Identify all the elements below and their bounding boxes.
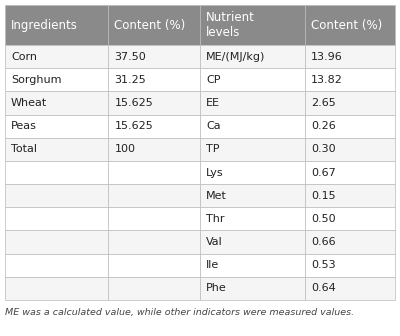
Bar bbox=[305, 207, 395, 230]
Text: 0.50: 0.50 bbox=[311, 214, 336, 224]
Bar bbox=[108, 277, 200, 300]
Bar bbox=[108, 184, 200, 207]
Bar bbox=[5, 45, 108, 68]
Bar bbox=[200, 115, 305, 138]
Text: 0.53: 0.53 bbox=[311, 260, 336, 270]
Text: Sorghum: Sorghum bbox=[11, 75, 62, 85]
Text: Ile: Ile bbox=[206, 260, 219, 270]
Text: 0.67: 0.67 bbox=[311, 168, 336, 177]
Bar bbox=[5, 254, 108, 277]
Bar bbox=[5, 207, 108, 230]
Bar bbox=[305, 115, 395, 138]
Bar bbox=[5, 115, 108, 138]
Text: Ca: Ca bbox=[206, 121, 221, 131]
Bar bbox=[108, 254, 200, 277]
Text: Content (%): Content (%) bbox=[114, 18, 186, 32]
Bar bbox=[5, 5, 108, 45]
Bar bbox=[305, 161, 395, 184]
Text: Met: Met bbox=[206, 191, 227, 201]
Text: Ingredients: Ingredients bbox=[11, 18, 78, 32]
Text: Nutrient
levels: Nutrient levels bbox=[206, 11, 255, 39]
Text: 13.82: 13.82 bbox=[311, 75, 343, 85]
Text: ME/(MJ/kg): ME/(MJ/kg) bbox=[206, 52, 265, 61]
Bar bbox=[200, 254, 305, 277]
Text: Content (%): Content (%) bbox=[311, 18, 382, 32]
Text: Phe: Phe bbox=[206, 283, 227, 293]
Text: 13.96: 13.96 bbox=[311, 52, 343, 61]
Text: Peas: Peas bbox=[11, 121, 37, 131]
Bar bbox=[5, 138, 108, 161]
Bar bbox=[305, 45, 395, 68]
Bar bbox=[200, 68, 305, 91]
Bar bbox=[108, 230, 200, 254]
Text: 100: 100 bbox=[114, 144, 135, 154]
Bar bbox=[108, 91, 200, 115]
Bar bbox=[305, 138, 395, 161]
Bar bbox=[200, 230, 305, 254]
Bar bbox=[108, 5, 200, 45]
Text: CP: CP bbox=[206, 75, 220, 85]
Bar bbox=[5, 230, 108, 254]
Bar bbox=[200, 207, 305, 230]
Text: 0.30: 0.30 bbox=[311, 144, 336, 154]
Bar bbox=[200, 184, 305, 207]
Text: EE: EE bbox=[206, 98, 220, 108]
Bar bbox=[200, 277, 305, 300]
Bar bbox=[5, 161, 108, 184]
Text: 0.15: 0.15 bbox=[311, 191, 336, 201]
Bar bbox=[200, 161, 305, 184]
Text: 2.65: 2.65 bbox=[311, 98, 336, 108]
Bar bbox=[108, 161, 200, 184]
Bar bbox=[5, 91, 108, 115]
Bar bbox=[305, 5, 395, 45]
Bar bbox=[200, 5, 305, 45]
Bar bbox=[305, 68, 395, 91]
Text: Wheat: Wheat bbox=[11, 98, 47, 108]
Bar bbox=[108, 115, 200, 138]
Bar bbox=[200, 45, 305, 68]
Bar bbox=[108, 68, 200, 91]
Text: 0.64: 0.64 bbox=[311, 283, 336, 293]
Bar bbox=[5, 68, 108, 91]
Text: 15.625: 15.625 bbox=[114, 121, 153, 131]
Bar bbox=[305, 91, 395, 115]
Text: 0.26: 0.26 bbox=[311, 121, 336, 131]
Text: 31.25: 31.25 bbox=[114, 75, 146, 85]
Text: TP: TP bbox=[206, 144, 220, 154]
Text: Total: Total bbox=[11, 144, 37, 154]
Bar bbox=[108, 138, 200, 161]
Bar bbox=[108, 45, 200, 68]
Bar bbox=[200, 138, 305, 161]
Bar bbox=[305, 254, 395, 277]
Text: 0.66: 0.66 bbox=[311, 237, 336, 247]
Bar bbox=[305, 184, 395, 207]
Text: Thr: Thr bbox=[206, 214, 224, 224]
Text: ME was a calculated value, while other indicators were measured values.: ME was a calculated value, while other i… bbox=[5, 308, 354, 317]
Text: Corn: Corn bbox=[11, 52, 37, 61]
Text: 15.625: 15.625 bbox=[114, 98, 153, 108]
Bar bbox=[200, 91, 305, 115]
Bar bbox=[305, 277, 395, 300]
Bar bbox=[5, 277, 108, 300]
Text: 37.50: 37.50 bbox=[114, 52, 146, 61]
Text: Val: Val bbox=[206, 237, 223, 247]
Bar bbox=[305, 230, 395, 254]
Text: Lys: Lys bbox=[206, 168, 224, 177]
Bar bbox=[108, 207, 200, 230]
Bar bbox=[5, 184, 108, 207]
